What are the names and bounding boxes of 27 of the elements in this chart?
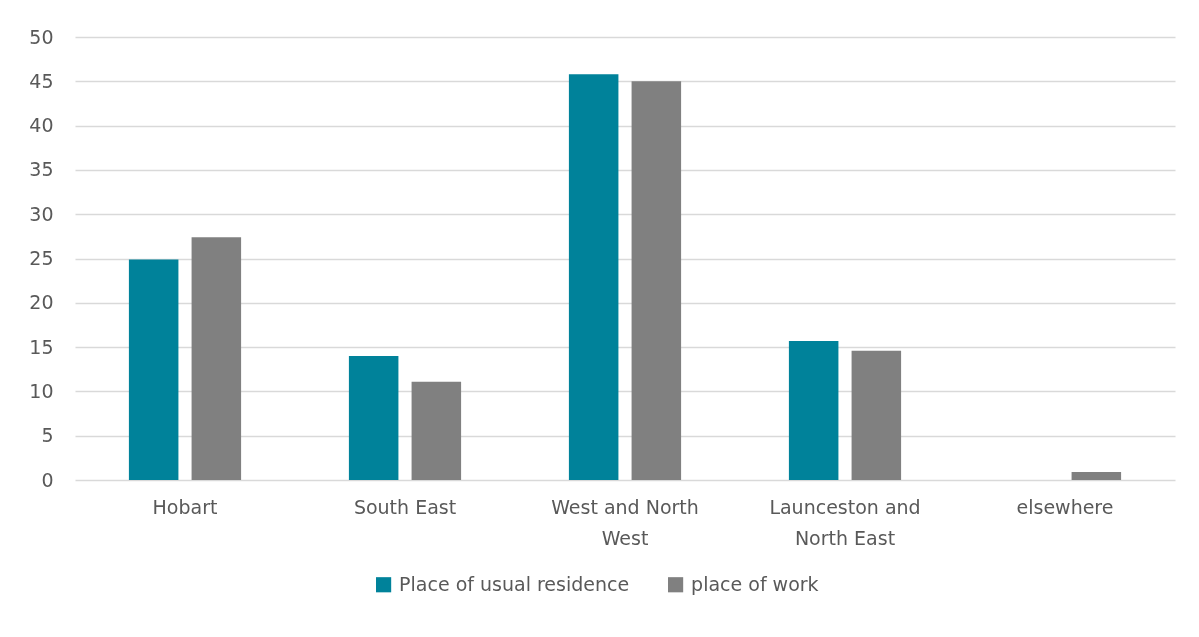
y-tick-label: 45 [29, 69, 54, 92]
x-tick-label: Hobart [152, 495, 218, 518]
bar [1071, 472, 1122, 480]
y-tick-label: 20 [29, 291, 54, 314]
bar [788, 340, 839, 480]
y-tick-label: 10 [29, 379, 54, 402]
y-tick-label: 25 [29, 247, 54, 269]
y-tick-label: 30 [29, 202, 54, 225]
bar [568, 74, 619, 480]
legend-label: place of work [691, 572, 819, 595]
bar [348, 355, 399, 480]
y-tick-label: 50 [29, 25, 54, 48]
y-tick-label: 35 [29, 158, 54, 181]
y-tick-label: 40 [29, 114, 54, 137]
bar [128, 259, 179, 480]
x-tick-label: Launceston and North East [769, 495, 921, 549]
x-tick-label: South East [353, 495, 457, 518]
bar [411, 381, 462, 480]
x-tick-label: elsewhere [1016, 495, 1114, 518]
bar [851, 350, 902, 480]
y-tick-label: 5 [41, 424, 54, 447]
legend-label: Place of usual residence [399, 572, 630, 595]
bar [631, 81, 682, 480]
bar [191, 237, 242, 480]
y-tick-label: 15 [29, 335, 54, 358]
x-tick-label: West and North West [551, 495, 699, 549]
y-tick-label: 0 [41, 468, 54, 491]
